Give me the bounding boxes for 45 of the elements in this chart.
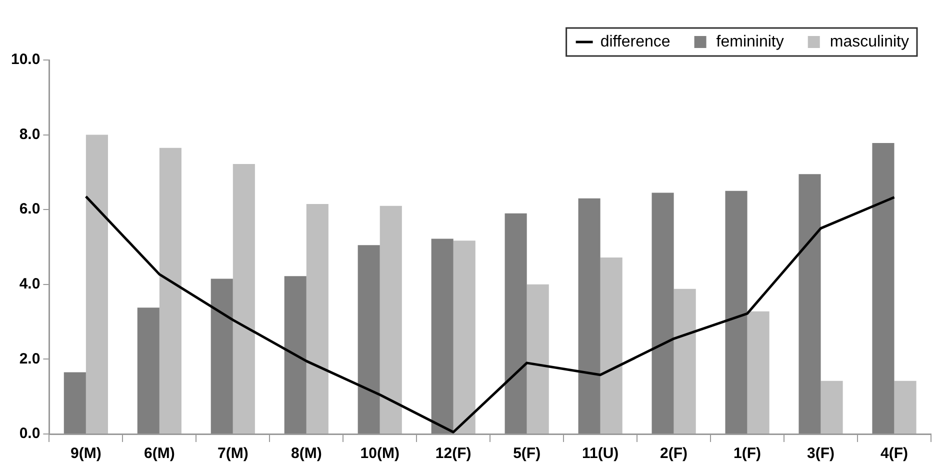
bar [725,190,748,434]
bar [358,245,380,434]
bar [600,257,622,434]
bar [674,288,696,434]
y-tick-label: 6.0 [19,200,40,218]
x-tick-label: 11(U) [582,445,619,462]
x-tick-label: 2(F) [660,445,688,462]
y-tick-label: 10.0 [10,51,40,68]
x-tick-label: 1(F) [734,445,762,462]
bar [798,174,821,434]
bar [431,238,454,434]
bar [504,213,527,434]
bar [380,206,402,434]
y-tick-label: 4.0 [19,276,40,293]
legend-label: femininity [716,33,784,50]
bar [210,278,233,434]
legend-label: difference [600,33,670,50]
bar [232,164,255,434]
y-tick-label: 8.0 [19,126,40,143]
x-tick-label: 8(M) [290,445,322,462]
y-tick-label: 2.0 [19,350,40,368]
x-tick-label: 7(M) [217,445,248,462]
bar [284,276,306,434]
bar [137,308,160,434]
bar [159,148,182,434]
x-tick-label: 10(M) [360,445,400,462]
bar [652,192,674,434]
bar [747,311,770,434]
bar [820,380,843,434]
x-tick-label: 3(F) [807,445,835,462]
bar [872,143,894,434]
bar [526,284,549,434]
y-tick-label: 0.0 [19,425,40,442]
x-tick-label: 6(M) [144,445,175,462]
x-tick-label: 5(F) [513,445,541,462]
bar [453,240,476,434]
bar [306,204,328,434]
bar [86,134,108,434]
x-tick-label: 9(M) [70,445,102,462]
legend-label: masculinity [830,33,910,50]
x-tick-label: 4(F) [880,445,908,462]
x-tick-label: 12(F) [435,445,472,462]
bar [894,380,916,434]
bar [64,372,86,434]
bar [578,198,600,434]
